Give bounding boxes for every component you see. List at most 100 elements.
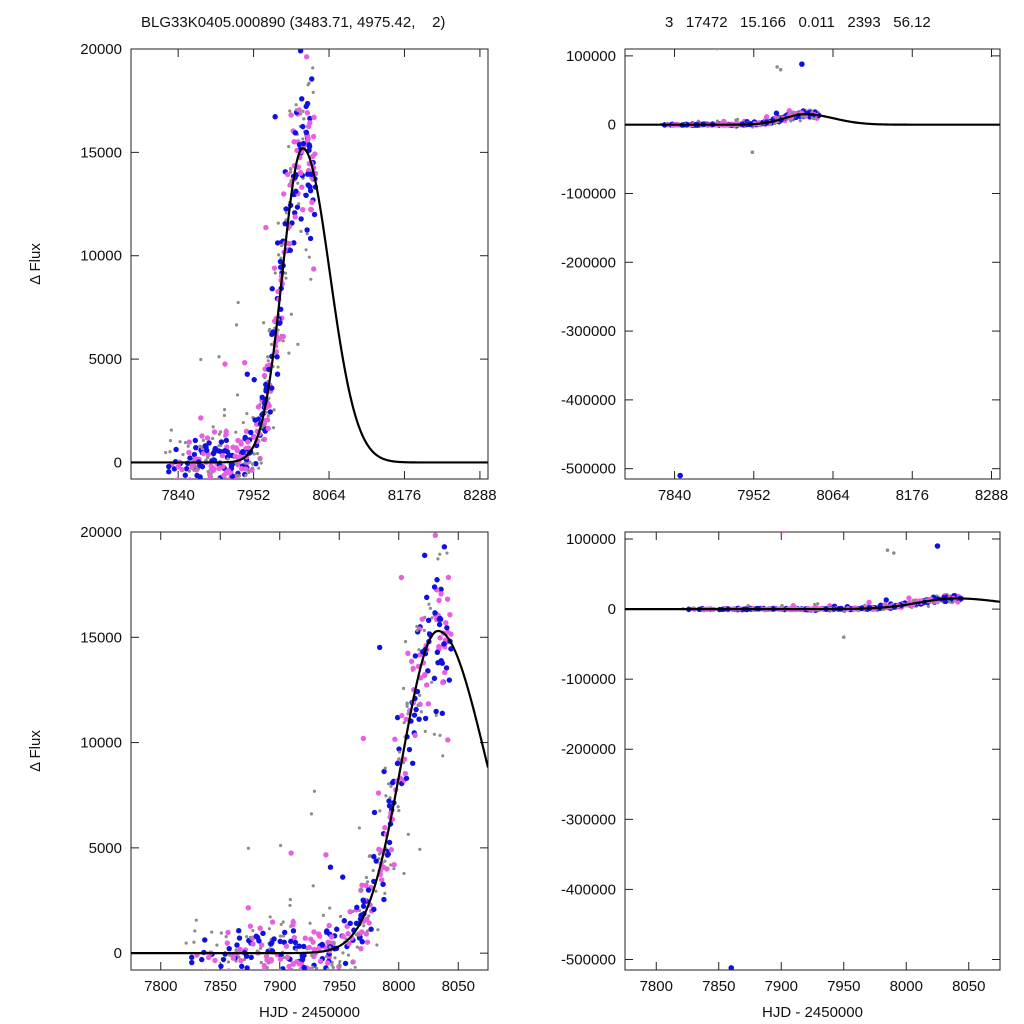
data-point-gray [259,461,263,465]
data-point-gray [396,805,400,809]
data-point-gray [445,527,448,530]
data-point-gray [810,116,814,120]
data-point-pink [906,595,912,601]
data-point-gray [328,906,332,910]
data-point-pink [306,123,312,130]
data-point-pink [438,591,444,597]
data-point-pink [306,944,313,951]
data-point-blue [443,665,450,671]
data-point-gray [245,411,249,416]
data-point-pink [444,596,451,602]
x-tick-label: 7952 [237,487,270,504]
y-tick-label: -200000 [561,741,616,758]
data-point-blue [269,385,275,391]
data-point-blue [883,597,889,603]
data-point-gray [294,948,298,952]
data-point-blue [291,210,298,216]
data-point-blue [360,903,367,909]
data-point-blue [239,449,246,455]
data-point-gray [251,466,255,470]
data-point-blue [202,443,208,449]
data-point-blue [406,746,413,753]
data-point-gray [168,450,172,454]
data-point-blue [291,240,297,246]
data-point-gray [267,329,271,333]
data-point-gray [266,414,270,418]
x-tick-label: 7840 [658,487,691,504]
data-point-gray [224,935,228,939]
data-point-gray [306,30,309,33]
y-tick-label: 20000 [80,41,122,58]
data-point-pink [340,933,346,940]
data-point-gray [217,477,221,479]
outlier-point [934,543,941,549]
data-point-pink [304,110,311,116]
data-point-gray [406,832,410,836]
data-point-blue [441,544,448,550]
data-point-pink [310,133,317,140]
data-point-gray [242,957,247,962]
data-point-pink [225,929,231,936]
data-point-gray [423,729,427,733]
data-point-gray [273,271,277,275]
data-point-gray [278,968,282,970]
data-point-blue [307,115,313,122]
outlier-point [891,551,896,555]
data-point-blue [341,918,348,924]
data-point-gray [314,966,319,970]
data-point-gray [419,710,423,714]
data-point-pink [212,957,218,964]
data-point-gray [402,871,406,876]
data-point-gray [309,812,314,816]
data-point-blue [434,577,440,583]
data-point-gray [168,439,173,443]
data-point-pink [243,428,250,434]
data-point-pink [288,112,294,118]
data-point-gray [255,949,259,953]
data-point-blue [192,437,199,444]
data-point-blue [220,956,227,963]
data-point-pink [241,973,246,978]
data-point-pink [179,466,185,473]
data-point-blue [232,480,237,485]
data-point-blue [299,952,305,959]
data-point-gray [193,464,198,468]
data-point-blue [256,938,262,944]
model-curve [131,147,488,464]
data-point-blue [244,371,250,377]
data-point-blue [354,904,360,911]
data-point-gray [194,918,198,922]
model-curve [131,629,488,955]
x-axis-label: HJD - 2450000 [762,1004,863,1021]
plot-area [625,49,1000,479]
data-point-gray [321,913,325,917]
data-point-pink [432,532,439,538]
data-point-blue [187,455,193,461]
data-point-gray [198,444,202,448]
data-point-pink [257,925,263,931]
data-point-pink [265,425,271,432]
data-point-gray [301,31,304,34]
data-point-gray [397,808,401,813]
data-point-pink [296,961,303,967]
data-point-gray [236,300,240,305]
data-point-blue [269,940,275,946]
data-point-gray [237,955,241,959]
data-point-pink [230,953,236,959]
data-point-gray [268,915,272,919]
data-point-blue [441,641,447,647]
y-tick-label: 100000 [566,48,616,65]
data-point-gray [397,750,402,754]
data-point-gray [403,640,408,644]
data-point-blue [307,235,314,242]
data-point-gray [417,648,421,652]
data-point-blue [303,192,309,199]
data-point-pink [216,465,222,472]
data-point-gray [816,602,820,606]
data-point-blue [438,657,444,664]
outlier-point [841,635,846,639]
data-point-gray [299,229,303,233]
figure-title: BLG33K0405.000890 (3483.71, 4975.42, 2) [141,14,446,31]
data-point-gray [338,963,342,968]
data-point-blue [269,286,275,292]
